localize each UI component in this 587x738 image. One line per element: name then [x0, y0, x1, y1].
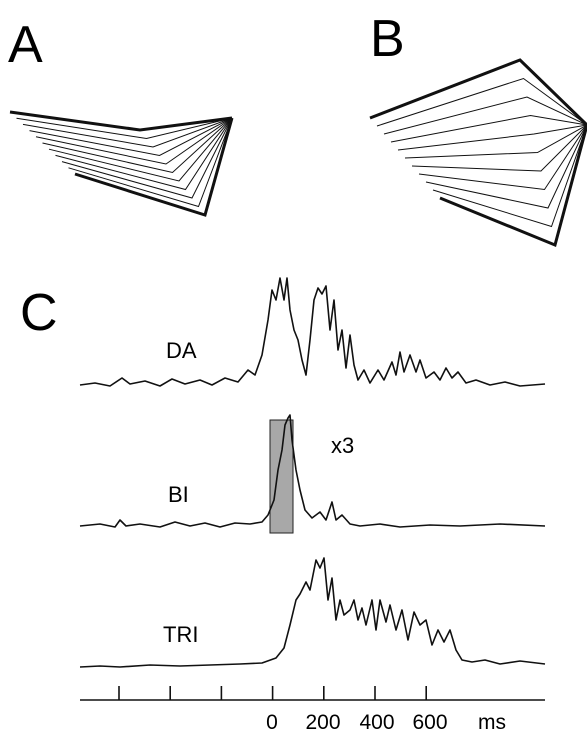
emg-trace [79, 557, 546, 668]
tick-label: 400 [359, 711, 394, 734]
tick-label: 200 [305, 711, 340, 734]
arm-segment [9, 110, 233, 132]
trace-label: DA [166, 338, 197, 363]
arm-segment [16, 117, 233, 140]
arm-segment [29, 117, 233, 157]
window-shade [269, 419, 294, 534]
arm-segment [22, 117, 233, 148]
arm-segment [68, 117, 233, 208]
arm-segment [74, 117, 234, 217]
tick-label: 0 [266, 711, 278, 734]
arm-segment [383, 96, 587, 135]
arm-segment [48, 117, 233, 182]
axis-unit: ms [478, 711, 506, 734]
trace-label: BI [168, 482, 189, 507]
arm-segment [390, 114, 587, 143]
panel-label: B [370, 10, 405, 68]
panel-label: C [20, 284, 58, 342]
emg-trace [79, 414, 546, 528]
arm-segment [425, 124, 587, 209]
arm-segment [61, 117, 233, 199]
scale-note: x3 [331, 433, 354, 458]
trace-label: TRI [163, 622, 198, 647]
emg-trace [79, 277, 546, 387]
arm-segment [432, 124, 587, 228]
arm-segment [418, 124, 587, 191]
arm-segment [397, 124, 587, 151]
arm-segment [376, 77, 587, 127]
arm-segment [369, 58, 587, 127]
arm-segment [439, 124, 587, 248]
tick-label: 600 [412, 711, 447, 734]
arm-segment [35, 117, 233, 165]
arm-stick-figures [9, 58, 587, 248]
panel-label: A [8, 16, 43, 74]
arm-segment [55, 117, 233, 191]
arm-segment [404, 124, 587, 159]
arm-segment [42, 117, 233, 174]
axis-ticks [118, 686, 428, 700]
arm-segment [411, 124, 587, 172]
